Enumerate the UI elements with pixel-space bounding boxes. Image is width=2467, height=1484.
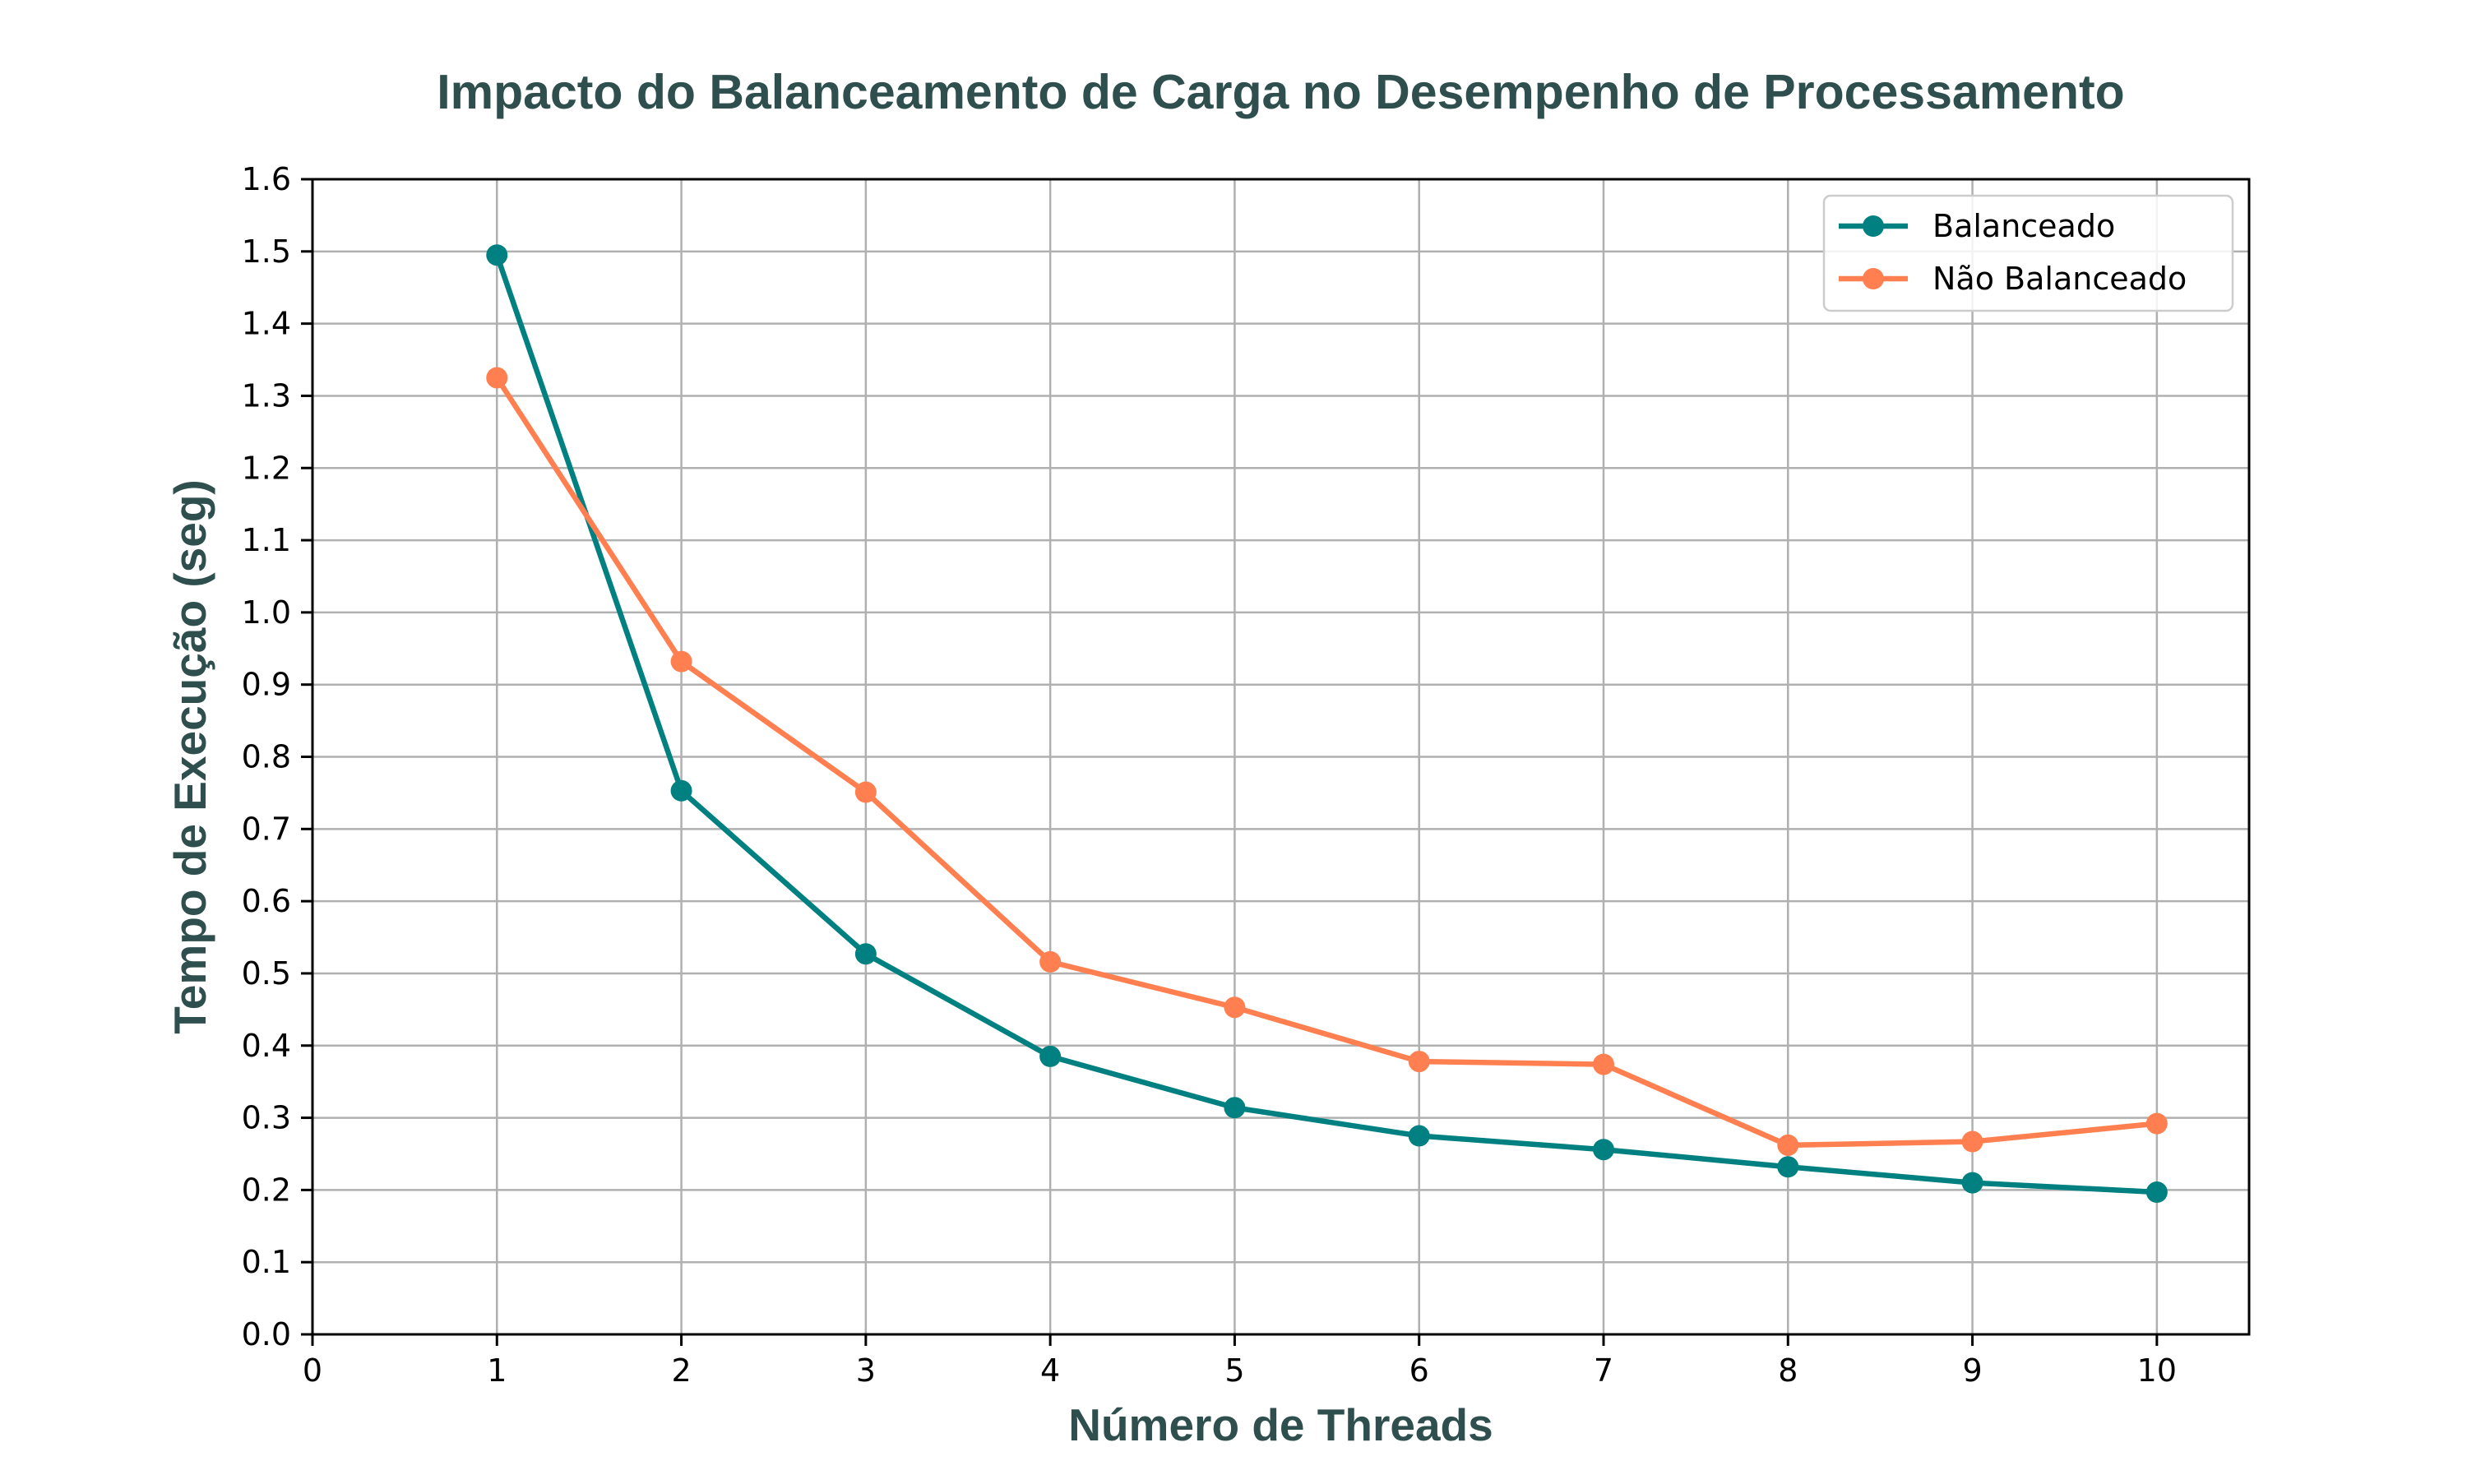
y-tick-label: 0.3 [242, 1100, 291, 1136]
x-tick-label: 8 [1778, 1352, 1798, 1389]
y-tick-label: 0.6 [242, 883, 291, 919]
x-axis-label: Número de Threads [1068, 1399, 1493, 1450]
data-point [1039, 1045, 1062, 1067]
y-tick-label: 0.5 [242, 955, 291, 992]
legend-marker [1863, 215, 1884, 237]
legend-item: Balanceado [1839, 208, 2115, 244]
data-point [1961, 1130, 1983, 1153]
series-2 [486, 367, 2168, 1156]
y-tick-label: 1.5 [242, 233, 291, 270]
x-tick-label: 0 [303, 1352, 322, 1389]
data-point [854, 943, 877, 965]
data-point [670, 779, 692, 802]
legend-label: Balanceado [1932, 208, 2115, 244]
data-point [1777, 1134, 1799, 1156]
y-tick-label: 0.0 [242, 1316, 291, 1352]
data-point [2145, 1181, 2168, 1204]
data-point [1961, 1172, 1983, 1194]
series-layer [486, 244, 2168, 1204]
legend: Balanceado Não Balanceado [1822, 194, 2234, 312]
y-tick-label: 0.4 [242, 1028, 291, 1064]
x-tick-label: 2 [671, 1352, 691, 1389]
x-tick-label: 9 [1962, 1352, 1982, 1389]
y-tick-label: 0.2 [242, 1172, 291, 1208]
chart-title: Impacto do Balanceamento de Carga no Des… [437, 65, 2124, 119]
x-tick-label: 3 [856, 1352, 876, 1389]
x-tick-label: 5 [1224, 1352, 1244, 1389]
y-tick-label: 0.8 [242, 739, 291, 775]
legend-box [1822, 194, 2234, 312]
series-line [494, 252, 2160, 1195]
data-point [1593, 1139, 1614, 1161]
y-tick-label: 1.3 [242, 377, 291, 414]
data-point [1408, 1125, 1430, 1147]
data-point [486, 244, 508, 266]
ticks: 0 1 2 3 4 5 6 7 8 9 10 0.0 0.1 0.2 0.3 0.4 0.5 0.6 0.7 0.8 0… [242, 161, 2177, 1389]
data-point [1039, 950, 1062, 973]
data-point [670, 650, 692, 673]
data-point [2145, 1112, 2168, 1135]
data-point [1777, 1156, 1799, 1178]
y-tick-label: 1.0 [242, 594, 291, 631]
x-tick-label: 1 [487, 1352, 507, 1389]
x-tick-label: 4 [1040, 1352, 1060, 1389]
data-point [1593, 1053, 1614, 1075]
y-axis-label: Tempo de Execução (seg) [164, 479, 215, 1033]
legend-item: Não Balanceado [1839, 261, 2187, 297]
legend-marker [1863, 268, 1884, 289]
series-line [494, 375, 2160, 1149]
y-tick-label: 1.2 [242, 450, 291, 486]
x-tick-label: 7 [1594, 1352, 1613, 1389]
y-tick-label: 0.7 [242, 811, 291, 847]
data-point [1408, 1051, 1430, 1073]
series-1 [486, 244, 2168, 1204]
data-point [854, 781, 877, 803]
legend-label: Não Balanceado [1932, 261, 2187, 297]
y-tick-label: 1.4 [242, 306, 291, 342]
x-tick-label: 6 [1409, 1352, 1429, 1389]
y-tick-label: 0.1 [242, 1244, 291, 1280]
y-tick-label: 1.6 [242, 161, 291, 197]
x-tick-label: 10 [2137, 1352, 2177, 1389]
data-point [1224, 1097, 1246, 1119]
y-tick-label: 0.9 [242, 667, 291, 703]
data-point [1224, 996, 1246, 1019]
data-point [486, 367, 508, 389]
y-tick-label: 1.1 [242, 522, 291, 558]
